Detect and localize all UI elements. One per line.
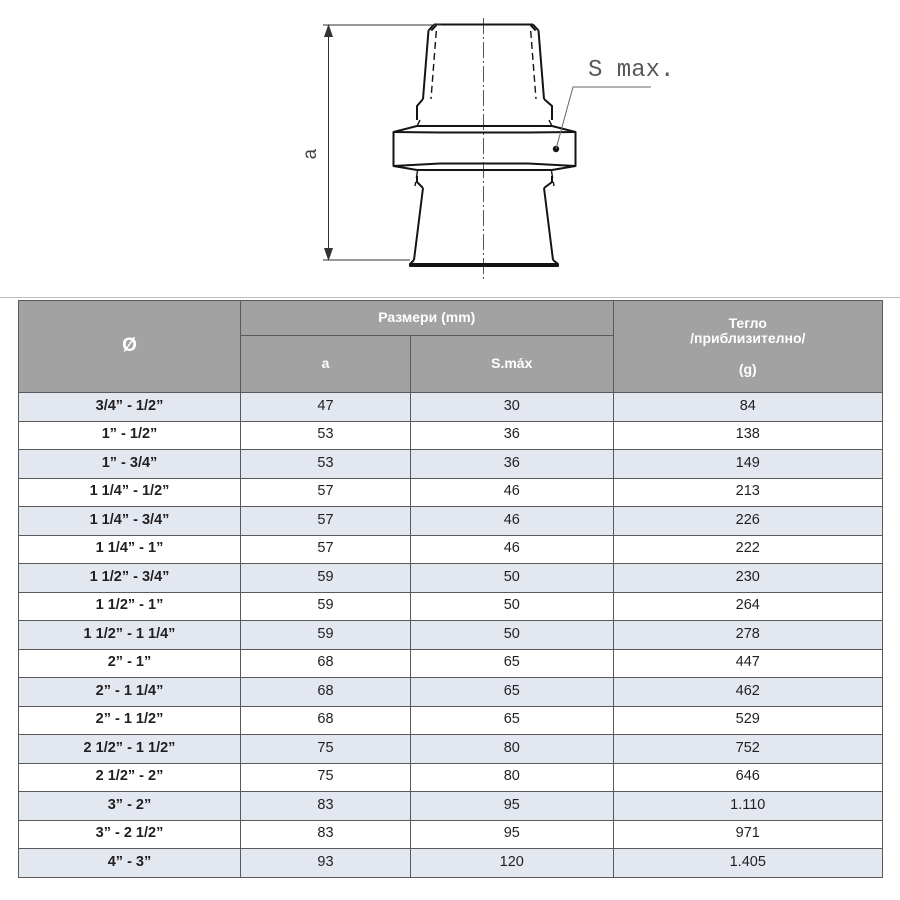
svg-text:a: a: [300, 148, 322, 159]
svg-text:S max.: S max.: [588, 57, 674, 84]
